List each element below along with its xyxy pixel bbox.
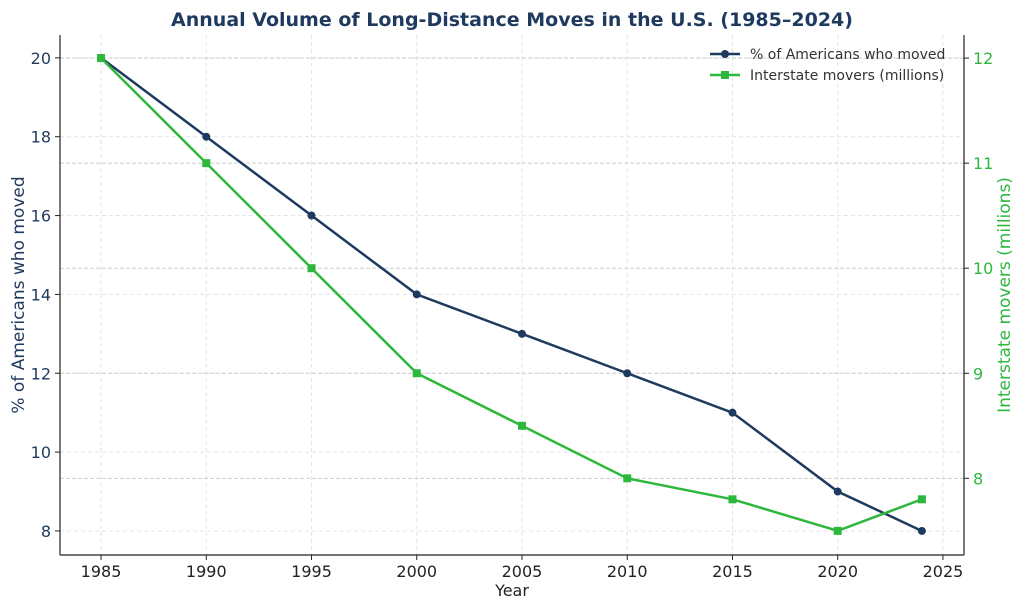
- legend-label-percent: % of Americans who moved: [750, 47, 945, 63]
- data-point: [623, 369, 632, 378]
- data-point: [833, 487, 842, 496]
- data-point: [412, 290, 421, 299]
- data-point: [202, 132, 211, 141]
- y-axis-left-label: % of Americans who moved: [9, 176, 29, 413]
- data-point: [728, 408, 737, 417]
- y-left-tick-label: 18: [31, 128, 51, 147]
- x-tick-label: 2010: [607, 562, 648, 581]
- y-right-tick-label: 12: [973, 49, 993, 68]
- data-point: [97, 54, 106, 63]
- x-tick-label: 2020: [817, 562, 858, 581]
- data-point: [728, 495, 737, 504]
- y-left-tick-label: 14: [31, 285, 51, 304]
- data-point: [623, 474, 632, 483]
- legend-marker-circle: [721, 50, 729, 58]
- legend-label-interstate: Interstate movers (millions): [750, 68, 944, 84]
- x-tick-label: 1995: [291, 562, 332, 581]
- x-tick-label: 2000: [396, 562, 437, 581]
- data-point: [517, 421, 526, 430]
- y-axis-right-label: Interstate movers (millions): [995, 177, 1015, 413]
- x-tick-label: 1990: [186, 562, 227, 581]
- data-point: [833, 526, 842, 535]
- data-point: [917, 526, 926, 535]
- legend: % of Americans who moved Interstate move…: [710, 47, 945, 84]
- y-left-tick-label: 12: [31, 364, 51, 383]
- y-left-tick-label: 8: [41, 522, 51, 541]
- x-tick-label: 2005: [502, 562, 543, 581]
- y-left-tick-label: 10: [31, 443, 51, 462]
- x-axis-label: Year: [494, 581, 529, 600]
- y-right-tick-label: 10: [973, 259, 993, 278]
- data-point: [307, 264, 316, 273]
- grid: [60, 35, 964, 555]
- y-right-tick-label: 9: [973, 364, 983, 383]
- data-point: [307, 211, 316, 220]
- y-left-tick-label: 16: [31, 207, 51, 226]
- data-point: [412, 369, 421, 378]
- chart-title: Annual Volume of Long-Distance Moves in …: [171, 9, 853, 31]
- data-point: [517, 329, 526, 338]
- axes: 1985 1990 1995 2000 2005 2010 2015 2020 20258101…: [31, 35, 993, 581]
- series-layer: [97, 53, 926, 535]
- x-tick-label: 2025: [923, 562, 964, 581]
- x-tick-label: 2015: [712, 562, 753, 581]
- legend-marker-square: [721, 71, 729, 79]
- data-point: [917, 495, 926, 504]
- y-left-tick-label: 20: [31, 49, 51, 68]
- y-right-tick-label: 11: [973, 154, 993, 173]
- data-point: [202, 159, 211, 168]
- y-right-tick-label: 8: [973, 469, 983, 488]
- x-tick-label: 1985: [81, 562, 122, 581]
